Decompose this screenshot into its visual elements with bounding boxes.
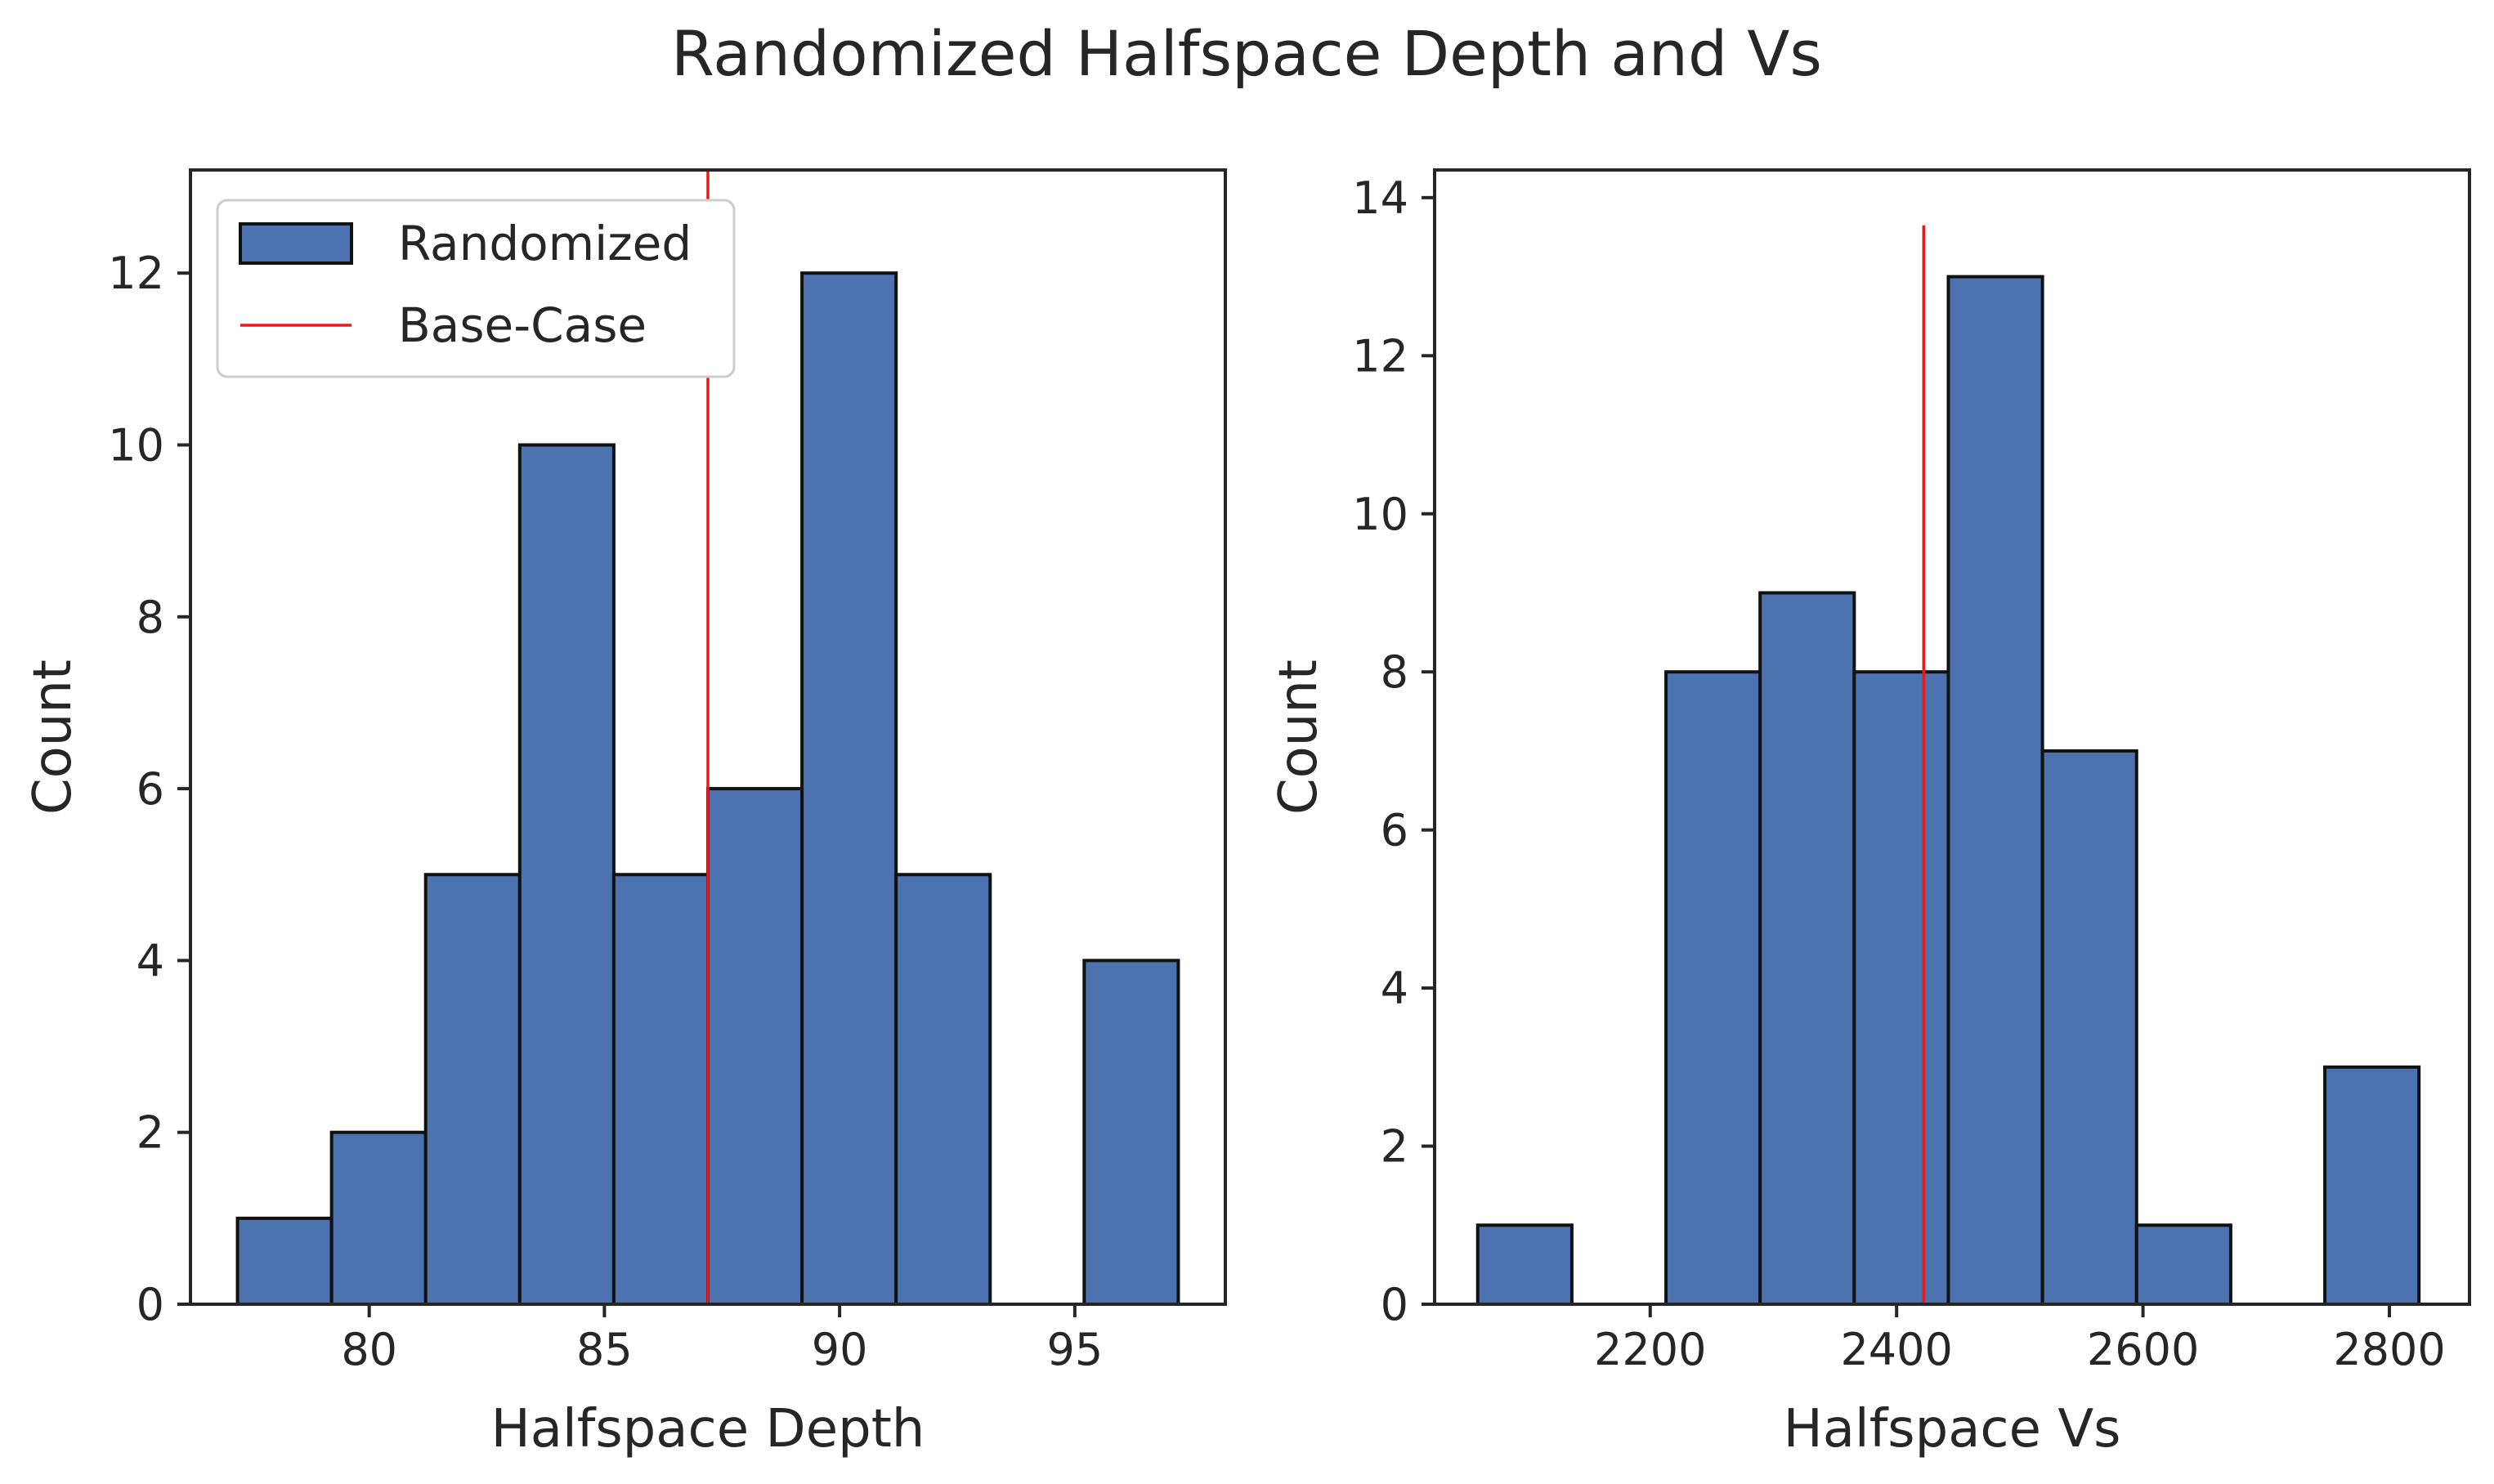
depth-bar (706, 787, 804, 1306)
vs-y-tick-label: 2 (1381, 1121, 1408, 1173)
depth-bar (235, 1216, 334, 1307)
depth-y-tick-label: 6 (137, 763, 164, 815)
depth-x-tick-label: 85 (576, 1324, 633, 1375)
depth-bar (329, 1130, 428, 1307)
vs-bar (1758, 591, 1856, 1306)
vs-histogram-panel: 2200 2400 2600 2800 0 2 4 6 8 10 12 14 Halfspace V… (1269, 168, 2471, 1459)
vs-y-tick-label: 12 (1352, 330, 1408, 382)
depth-bar (517, 443, 616, 1306)
vs-x-tick-label: 2600 (2087, 1324, 2199, 1375)
vs-x-tick-label: 2200 (1594, 1324, 1706, 1375)
depth-x-tick-label: 95 (1046, 1324, 1103, 1375)
depth-x-ticks: 80 85 90 95 (341, 1304, 1103, 1375)
vs-bar (2134, 1223, 2232, 1307)
depth-bar (800, 271, 898, 1307)
vs-x-ticks: 2200 2400 2600 2800 (1594, 1304, 2446, 1375)
depth-x-tick-label: 90 (812, 1324, 868, 1375)
vs-y-tick-label: 10 (1352, 489, 1408, 540)
depth-histogram-panel: 80 85 90 95 0 2 4 6 8 10 12 Halfspace Depth Count… (23, 168, 1227, 1459)
vs-histogram-bars (1475, 275, 2421, 1307)
vs-y-tick-label: 0 (1381, 1279, 1408, 1330)
depth-y-tick-label: 4 (137, 935, 164, 986)
depth-axes-frame (189, 168, 1227, 1306)
depth-bar (1082, 959, 1180, 1306)
depth-y-tick-label: 10 (108, 419, 164, 471)
vs-y-axis-label: Count (1269, 659, 1329, 815)
vs-axes-frame (1433, 168, 2471, 1306)
legend-base-case-label: Base-Case (398, 297, 647, 353)
vs-x-tick-label: 2800 (2333, 1324, 2445, 1375)
depth-y-ticks: 0 2 4 6 8 10 12 (108, 248, 190, 1330)
depth-y-tick-label: 8 (137, 592, 164, 643)
vs-y-tick-label: 4 (1381, 963, 1408, 1014)
legend-randomized-label: Randomized (398, 216, 692, 271)
legend-randomized-swatch (239, 222, 353, 265)
figure-title: Randomized Halfspace Depth and Vs (671, 17, 1822, 90)
depth-bar (894, 873, 992, 1306)
vs-bar (2323, 1065, 2421, 1307)
vs-bar (1664, 670, 1762, 1306)
depth-histogram-bars (235, 271, 1180, 1307)
vs-y-ticks: 0 2 4 6 8 10 12 14 (1352, 172, 1435, 1330)
vs-y-tick-label: 14 (1352, 172, 1408, 224)
vs-bar (2040, 749, 2138, 1306)
vs-bar (1852, 670, 1950, 1306)
depth-bar (611, 873, 710, 1306)
vs-x-axis-label: Halfspace Vs (1784, 1399, 2121, 1459)
vs-bar (1475, 1223, 1574, 1307)
vs-bar (1946, 275, 2044, 1307)
legend: Randomized Base-Case (216, 199, 736, 378)
vs-x-tick-label: 2400 (1840, 1324, 1952, 1375)
depth-y-tick-label: 2 (137, 1107, 164, 1159)
depth-y-tick-label: 0 (137, 1279, 164, 1330)
vs-y-tick-label: 8 (1381, 646, 1408, 698)
depth-x-axis-label: Halfspace Depth (491, 1399, 925, 1459)
vs-y-tick-label: 6 (1381, 805, 1408, 856)
depth-x-tick-label: 80 (341, 1324, 397, 1375)
depth-bar (423, 873, 522, 1306)
depth-y-axis-label: Count (23, 659, 83, 815)
depth-y-tick-label: 12 (108, 248, 164, 299)
